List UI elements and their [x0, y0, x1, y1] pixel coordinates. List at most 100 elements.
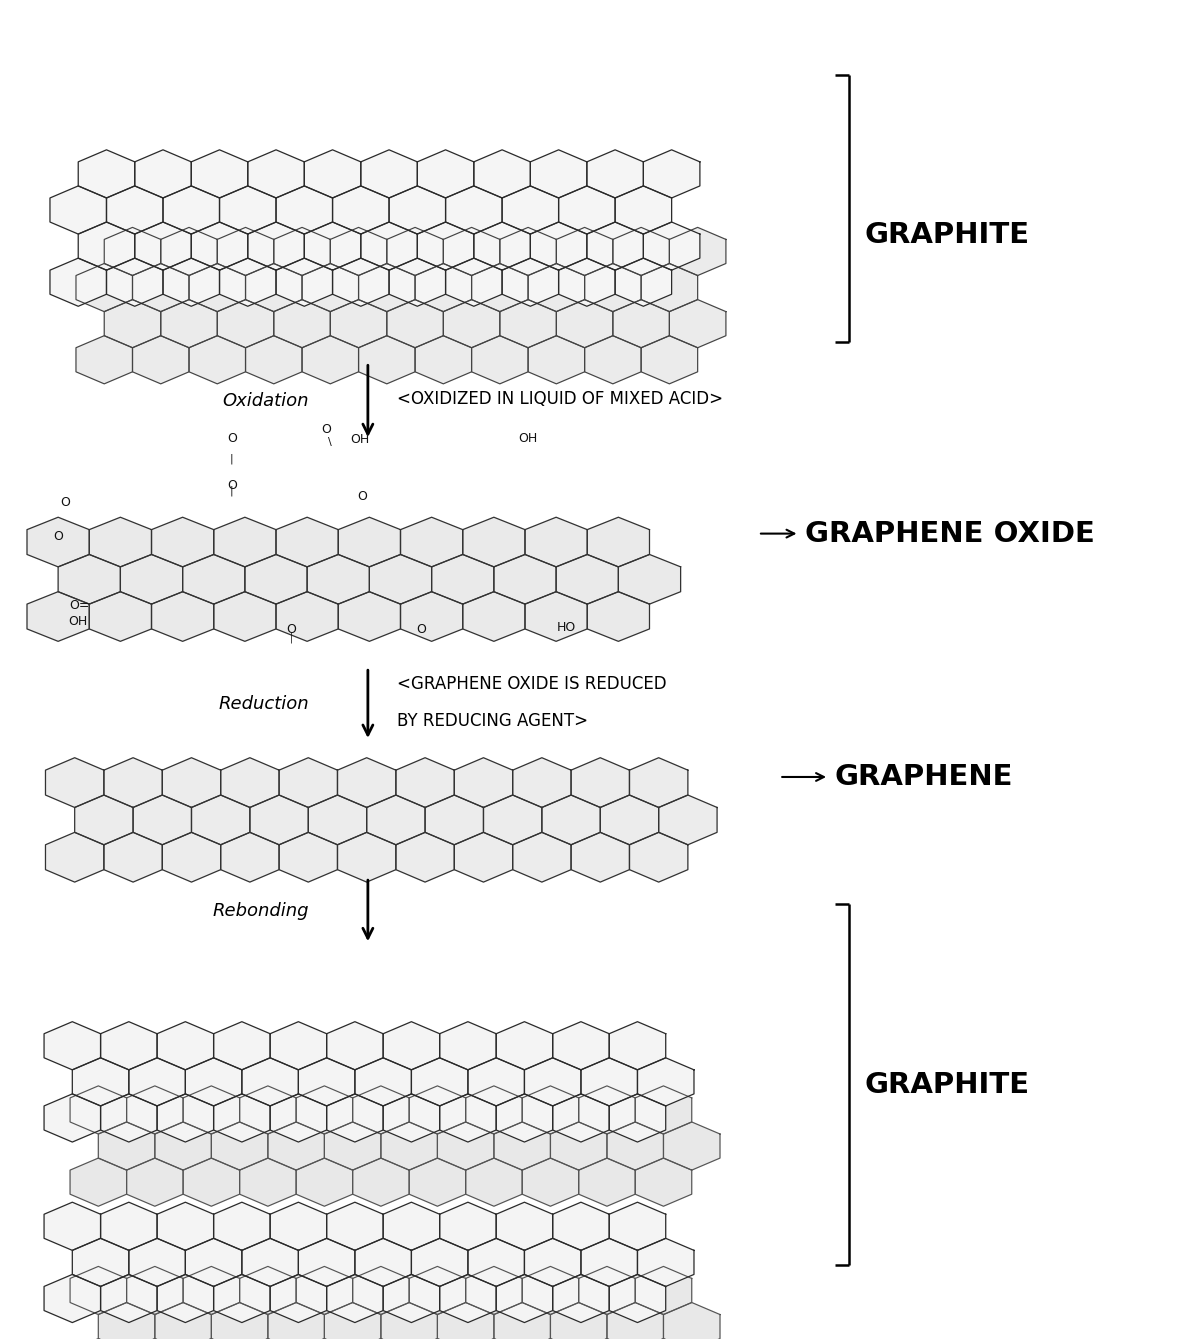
- Polygon shape: [383, 1021, 440, 1069]
- Polygon shape: [437, 1302, 494, 1340]
- Polygon shape: [641, 264, 698, 312]
- Polygon shape: [383, 1202, 440, 1250]
- Polygon shape: [333, 259, 389, 307]
- Polygon shape: [70, 1266, 127, 1315]
- Polygon shape: [155, 1302, 211, 1340]
- Polygon shape: [607, 1302, 664, 1340]
- Polygon shape: [440, 1021, 497, 1069]
- Polygon shape: [162, 832, 220, 882]
- Polygon shape: [607, 1122, 664, 1170]
- Polygon shape: [161, 228, 217, 276]
- Polygon shape: [354, 1057, 411, 1106]
- Polygon shape: [327, 1021, 383, 1069]
- Polygon shape: [127, 1085, 184, 1134]
- Polygon shape: [613, 300, 670, 347]
- Polygon shape: [101, 1274, 158, 1323]
- Polygon shape: [571, 757, 629, 808]
- Polygon shape: [107, 186, 164, 234]
- Polygon shape: [129, 1238, 185, 1286]
- Polygon shape: [609, 1021, 666, 1069]
- Polygon shape: [558, 186, 615, 234]
- Polygon shape: [353, 1158, 409, 1206]
- Polygon shape: [58, 555, 121, 604]
- Polygon shape: [556, 228, 613, 276]
- Polygon shape: [552, 1093, 609, 1142]
- Polygon shape: [409, 1158, 466, 1206]
- Polygon shape: [44, 1021, 101, 1069]
- Text: GRAPHITE: GRAPHITE: [864, 221, 1030, 249]
- Polygon shape: [619, 555, 680, 604]
- Polygon shape: [308, 795, 366, 844]
- Text: OH: OH: [69, 615, 88, 628]
- Polygon shape: [211, 1122, 268, 1170]
- Polygon shape: [213, 517, 276, 567]
- Polygon shape: [280, 832, 338, 882]
- Polygon shape: [185, 1057, 242, 1106]
- Polygon shape: [44, 1202, 101, 1250]
- Polygon shape: [158, 1021, 213, 1069]
- Polygon shape: [185, 1238, 242, 1286]
- Text: |: |: [230, 485, 233, 496]
- Text: OH: OH: [350, 434, 370, 446]
- Polygon shape: [462, 517, 525, 567]
- Polygon shape: [245, 555, 307, 604]
- Polygon shape: [578, 1085, 635, 1134]
- Polygon shape: [242, 1057, 299, 1106]
- Polygon shape: [338, 832, 396, 882]
- Polygon shape: [44, 1274, 101, 1323]
- Text: |: |: [289, 632, 293, 643]
- Polygon shape: [296, 1266, 353, 1315]
- Text: |: |: [230, 453, 233, 464]
- Polygon shape: [417, 150, 474, 198]
- Polygon shape: [353, 1085, 409, 1134]
- Polygon shape: [556, 555, 619, 604]
- Polygon shape: [635, 1158, 692, 1206]
- Polygon shape: [302, 336, 359, 383]
- Polygon shape: [191, 150, 248, 198]
- Polygon shape: [219, 259, 276, 307]
- Polygon shape: [213, 592, 276, 642]
- Polygon shape: [409, 1266, 466, 1315]
- Polygon shape: [380, 1302, 437, 1340]
- Text: O: O: [321, 423, 332, 436]
- Polygon shape: [525, 1057, 581, 1106]
- Polygon shape: [409, 1339, 466, 1340]
- Polygon shape: [578, 1266, 635, 1315]
- Polygon shape: [164, 259, 219, 307]
- Polygon shape: [635, 1085, 692, 1134]
- Polygon shape: [152, 517, 213, 567]
- Polygon shape: [558, 259, 615, 307]
- Polygon shape: [415, 264, 472, 312]
- Text: \: \: [328, 437, 332, 448]
- Polygon shape: [552, 1202, 609, 1250]
- Polygon shape: [483, 795, 542, 844]
- Polygon shape: [190, 336, 245, 383]
- Text: O: O: [60, 496, 70, 509]
- Polygon shape: [360, 222, 417, 271]
- Polygon shape: [327, 1093, 383, 1142]
- Polygon shape: [513, 832, 571, 882]
- Polygon shape: [296, 1339, 353, 1340]
- Polygon shape: [327, 1274, 383, 1323]
- Polygon shape: [389, 259, 446, 307]
- Polygon shape: [417, 222, 474, 271]
- Polygon shape: [184, 1085, 239, 1134]
- Polygon shape: [213, 1274, 270, 1323]
- Polygon shape: [302, 264, 359, 312]
- Polygon shape: [525, 517, 588, 567]
- Polygon shape: [121, 555, 182, 604]
- Polygon shape: [380, 1122, 437, 1170]
- Polygon shape: [502, 259, 558, 307]
- Polygon shape: [127, 1266, 184, 1315]
- Polygon shape: [270, 1021, 327, 1069]
- Polygon shape: [338, 592, 401, 642]
- Polygon shape: [525, 592, 588, 642]
- Polygon shape: [523, 1085, 578, 1134]
- Polygon shape: [383, 1093, 440, 1142]
- Polygon shape: [411, 1238, 468, 1286]
- Polygon shape: [162, 757, 220, 808]
- Polygon shape: [101, 1021, 158, 1069]
- Polygon shape: [164, 186, 219, 234]
- Polygon shape: [472, 264, 529, 312]
- Polygon shape: [588, 592, 649, 642]
